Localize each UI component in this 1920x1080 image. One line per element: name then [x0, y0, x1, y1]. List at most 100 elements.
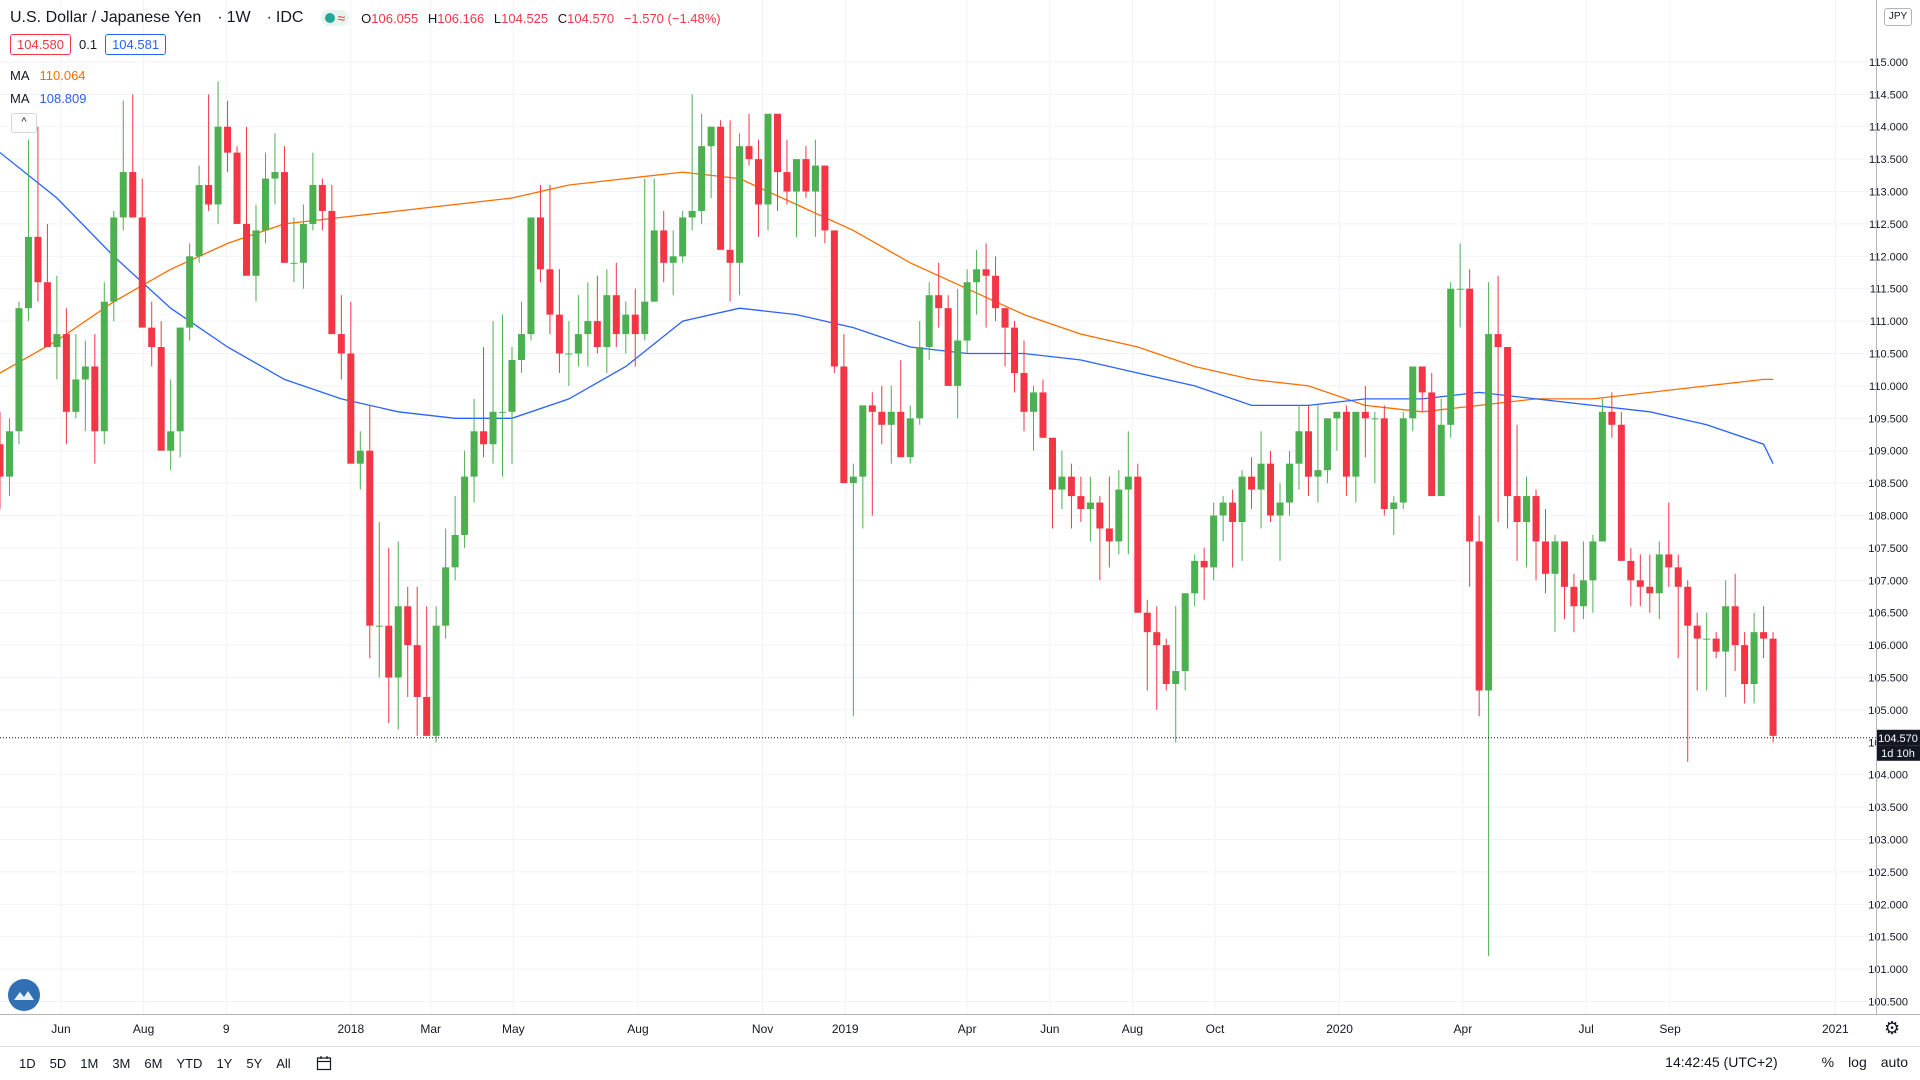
currency-tag[interactable]: JPY [1884, 8, 1912, 26]
candle [1532, 489, 1540, 581]
range-button-3m[interactable]: 3M [112, 1056, 131, 1071]
candle [1541, 509, 1549, 594]
candle-body [849, 476, 857, 484]
collapse-legend-button[interactable]: ^ [11, 113, 37, 133]
y-tick-label: 103.500 [1868, 802, 1908, 814]
log-scale-button[interactable]: log [1848, 1054, 1867, 1070]
candle-body [517, 334, 525, 360]
clock-display[interactable]: 14:42:45 (UTC+2) [1665, 1054, 1778, 1070]
candle-body [792, 159, 800, 192]
indicator-ma-fast[interactable]: MA 108.809 [10, 91, 87, 106]
candle [205, 94, 213, 211]
candle [138, 178, 146, 328]
candle [1769, 632, 1777, 743]
range-button-5d[interactable]: 5D [49, 1056, 67, 1071]
candle-body [1608, 411, 1616, 425]
range-button-1y[interactable]: 1Y [216, 1056, 233, 1071]
symbol-header[interactable]: U.S. Dollar / Japanese Yen · 1W · IDC ≈ … [10, 8, 727, 28]
symbol-title[interactable]: U.S. Dollar / Japanese Yen [10, 9, 202, 26]
candle-body [1096, 502, 1104, 529]
range-button-5y[interactable]: 5Y [246, 1056, 263, 1071]
candle-body [973, 269, 981, 283]
x-tick-label: Nov [752, 1022, 773, 1036]
y-tick-label: 100.500 [1868, 997, 1908, 1009]
candle-body [1276, 502, 1284, 516]
candle [811, 139, 819, 237]
candle [1447, 282, 1455, 438]
candle [1048, 437, 1056, 529]
settings-gear-icon[interactable]: ⚙ [1884, 1018, 1901, 1038]
candle [726, 120, 734, 302]
candle-body [167, 431, 175, 451]
logo-icon[interactable] [8, 979, 40, 1011]
auto-scale-button[interactable]: auto [1880, 1054, 1908, 1070]
candle-body [138, 217, 146, 328]
candle [1067, 463, 1075, 529]
candle [1001, 308, 1009, 367]
candle [243, 126, 251, 276]
candle [1703, 612, 1711, 691]
candle [1020, 340, 1028, 432]
candle-body [148, 327, 156, 348]
candle-body [252, 230, 260, 276]
candle-body [1447, 288, 1455, 425]
percent-scale-button[interactable]: % [1821, 1054, 1835, 1070]
candle-body [1333, 411, 1341, 419]
range-button-all[interactable]: All [276, 1056, 291, 1071]
range-button-ytd[interactable]: YTD [176, 1056, 203, 1071]
candle-body [1541, 541, 1549, 574]
candle [1418, 366, 1426, 412]
candle-body [527, 217, 535, 335]
low-value: 104.525 [501, 10, 549, 26]
candle-body [565, 353, 573, 355]
candle [1513, 424, 1521, 561]
candle [432, 606, 440, 743]
y-tick-label: 102.000 [1868, 899, 1908, 911]
candle [1722, 580, 1730, 697]
candle-body [195, 185, 203, 257]
candle-body [992, 275, 1000, 309]
candle [15, 301, 23, 445]
range-button-6m[interactable]: 6M [144, 1056, 163, 1071]
candle [423, 606, 431, 736]
candle-body [773, 113, 781, 173]
candle-body [1703, 638, 1711, 640]
candle [963, 269, 971, 354]
candle [660, 210, 668, 283]
chart-canvas[interactable]: 115.000 114.500 114.000 113.500 113.000 112.5… [0, 0, 1920, 1046]
range-button-1d[interactable]: 1D [19, 1056, 36, 1071]
candle-body [574, 334, 582, 354]
candle [887, 385, 895, 464]
candle [546, 185, 554, 335]
candle [1655, 541, 1663, 620]
candle [679, 210, 687, 263]
candle-body [81, 366, 89, 380]
calendar-icon[interactable] [316, 1055, 332, 1071]
visibility-toggle[interactable]: ≈ [321, 10, 350, 26]
interval-label[interactable]: 1W [226, 9, 251, 26]
candle [527, 217, 535, 341]
candle-body [1295, 431, 1303, 464]
candle [43, 223, 51, 348]
candle-body [394, 606, 402, 678]
ask-button[interactable]: 104.581 [105, 34, 167, 55]
candle-body [868, 405, 876, 412]
y-tick-label: 105.500 [1868, 673, 1908, 685]
candle-body [1371, 418, 1379, 420]
candle-body [878, 411, 886, 425]
candle [944, 295, 952, 386]
candle [1105, 476, 1113, 568]
candle [1674, 554, 1682, 659]
y-tick-label: 108.000 [1868, 511, 1908, 523]
candle [53, 275, 61, 380]
candle-body [1020, 372, 1028, 412]
candle [176, 327, 184, 458]
candle [1124, 431, 1132, 555]
bid-button[interactable]: 104.580 [10, 34, 71, 55]
range-button-1m[interactable]: 1M [80, 1056, 99, 1071]
indicator-ma-slow[interactable]: MA 110.064 [10, 68, 86, 83]
y-tick-label: 109.500 [1868, 413, 1908, 425]
candle [224, 100, 232, 173]
candle [897, 360, 905, 458]
candle-body [461, 476, 469, 535]
